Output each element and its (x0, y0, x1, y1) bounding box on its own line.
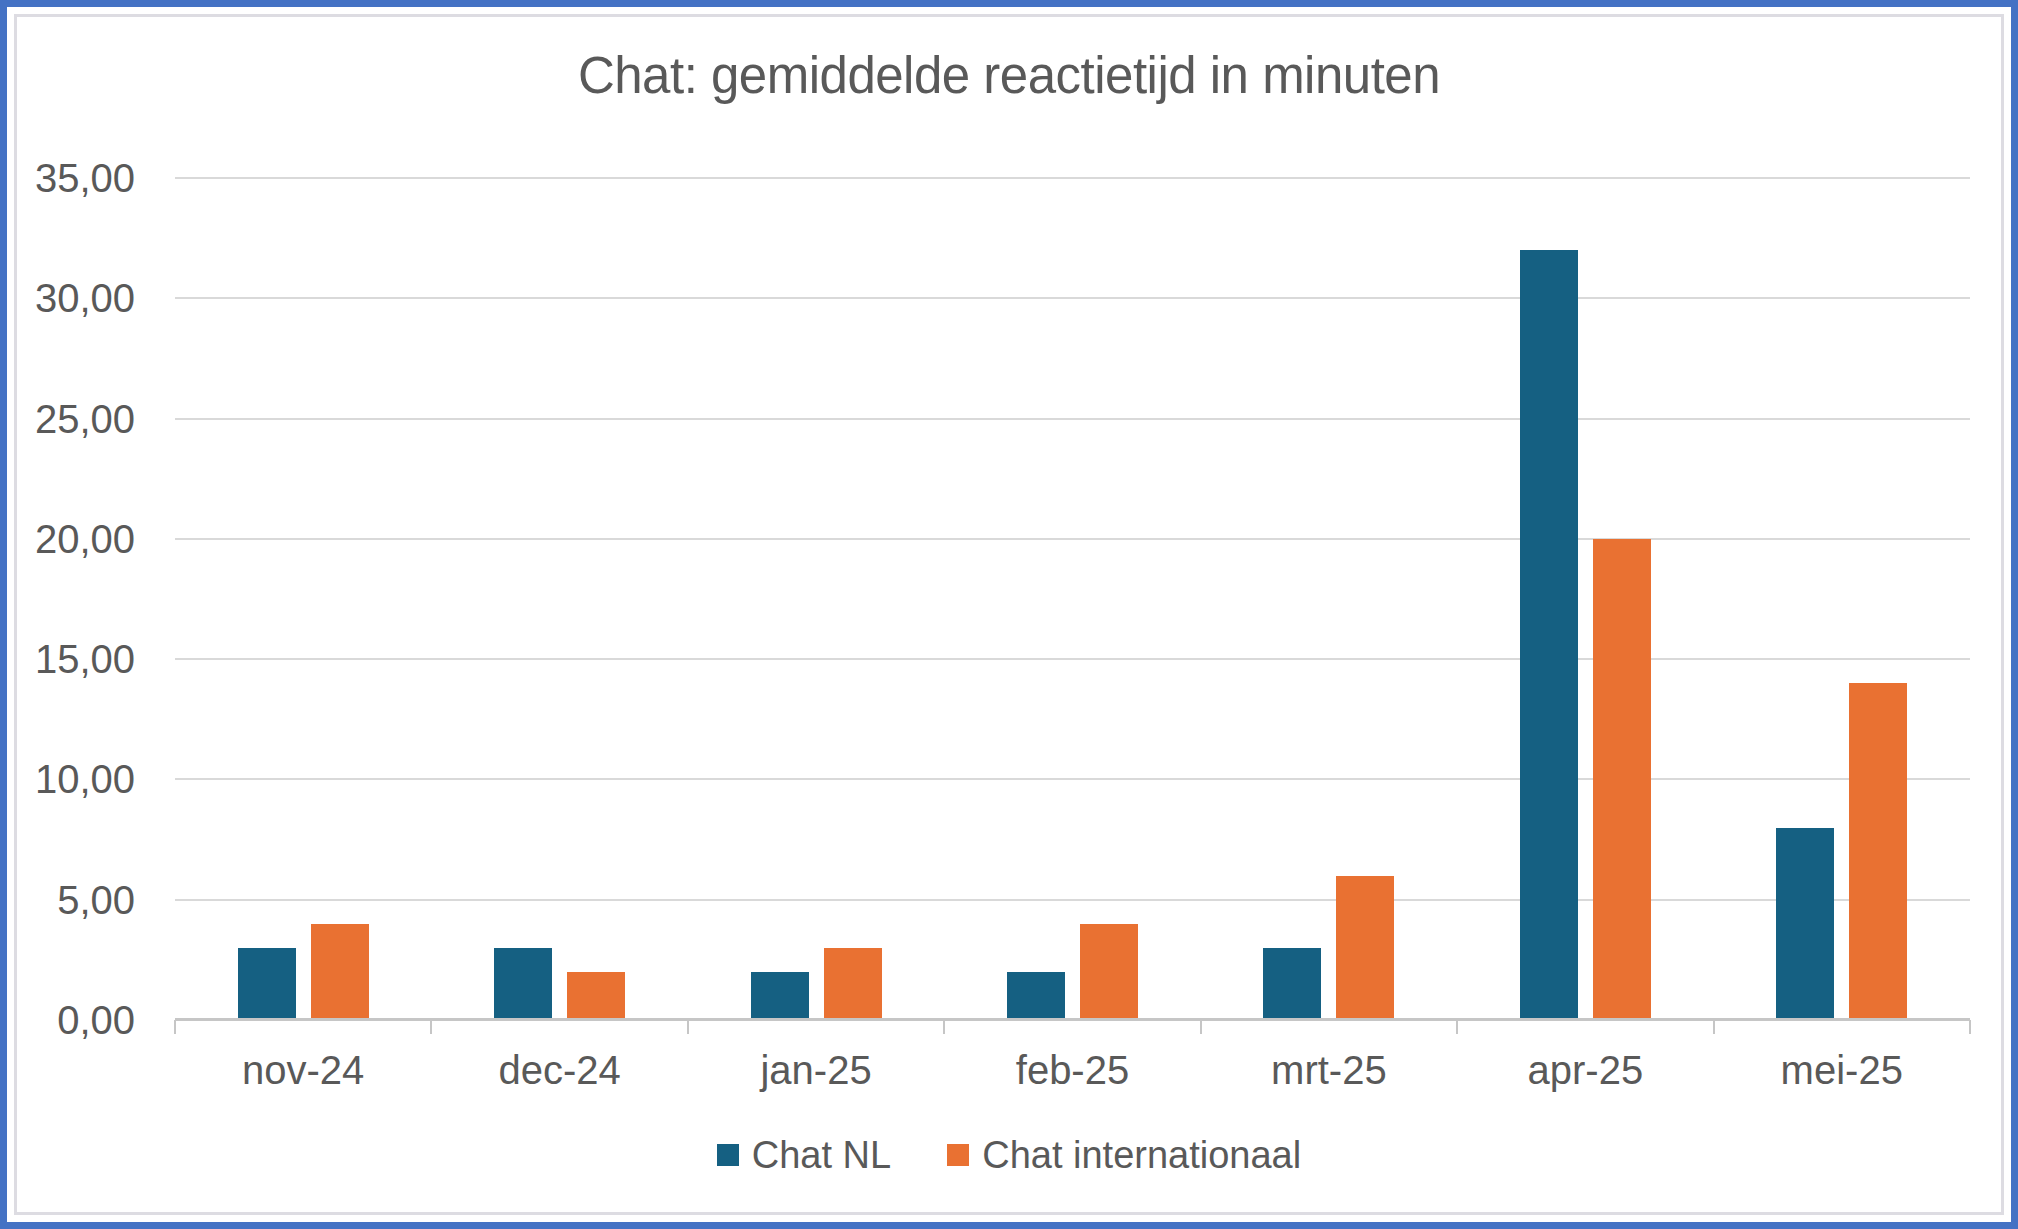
y-axis-tick-label: 20,00 (35, 516, 135, 561)
bar-chat-nl (1007, 972, 1065, 1020)
category-label: nov-24 (175, 1048, 431, 1093)
category-label: apr-25 (1457, 1048, 1713, 1093)
x-axis-tick (1200, 1020, 1202, 1034)
bar-chat-internationaal (1593, 539, 1651, 1020)
x-axis-tick (1713, 1020, 1715, 1034)
category-label: mei-25 (1714, 1048, 1970, 1093)
bar-chat-internationaal (311, 924, 369, 1020)
category-group (1457, 178, 1713, 1020)
plot-area (175, 178, 1970, 1020)
category-label: mrt-25 (1201, 1048, 1457, 1093)
bar-chat-nl (1520, 250, 1578, 1020)
bar-chat-nl (494, 948, 552, 1020)
bar-chat-nl (1776, 828, 1834, 1020)
category-label: dec-24 (431, 1048, 687, 1093)
legend-swatch (717, 1144, 739, 1166)
bar-chat-internationaal (824, 948, 882, 1020)
category-group (688, 178, 944, 1020)
x-axis-tick (174, 1020, 176, 1034)
category-group (944, 178, 1200, 1020)
legend-swatch (947, 1144, 969, 1166)
x-axis-tick (1969, 1020, 1971, 1034)
category-group (1201, 178, 1457, 1020)
x-axis-line (175, 1018, 1970, 1021)
y-axis-tick-label: 10,00 (35, 757, 135, 802)
y-axis-tick-label: 15,00 (35, 637, 135, 682)
bar-chat-nl (238, 948, 296, 1020)
legend: Chat NL Chat internationaal (7, 1131, 2011, 1179)
x-axis-tick (430, 1020, 432, 1034)
bar-chat-nl (751, 972, 809, 1020)
x-axis-tick (943, 1020, 945, 1034)
bar-chat-internationaal (1080, 924, 1138, 1020)
category-group (431, 178, 687, 1020)
x-axis-tick (687, 1020, 689, 1034)
chart-title: Chat: gemiddelde reactietijd in minuten (7, 43, 2011, 109)
legend-label: Chat internationaal (982, 1134, 1301, 1177)
y-axis-tick-label: 5,00 (57, 877, 135, 922)
category-label: jan-25 (688, 1048, 944, 1093)
category-group (1714, 178, 1970, 1020)
legend-item: Chat NL (717, 1134, 891, 1177)
chart-frame: Chat: gemiddelde reactietijd in minuten … (0, 0, 2018, 1229)
bar-chat-internationaal (1849, 683, 1907, 1020)
y-axis-tick-label: 25,00 (35, 396, 135, 441)
y-axis-tick-label: 0,00 (57, 998, 135, 1043)
bar-chat-internationaal (567, 972, 625, 1020)
x-axis-tick (1456, 1020, 1458, 1034)
legend-label: Chat NL (752, 1134, 891, 1177)
category-label: feb-25 (944, 1048, 1200, 1093)
x-axis-labels: nov-24dec-24jan-25feb-25mrt-25apr-25mei-… (175, 1048, 1970, 1093)
legend-item: Chat internationaal (947, 1134, 1301, 1177)
bar-chat-internationaal (1336, 876, 1394, 1020)
y-axis-tick-label: 30,00 (35, 276, 135, 321)
bar-chat-nl (1263, 948, 1321, 1020)
category-group (175, 178, 431, 1020)
bars-container (175, 178, 1970, 1020)
y-axis-labels: 0,005,0010,0015,0020,0025,0030,0035,00 (7, 178, 135, 1020)
y-axis-tick-label: 35,00 (35, 156, 135, 201)
